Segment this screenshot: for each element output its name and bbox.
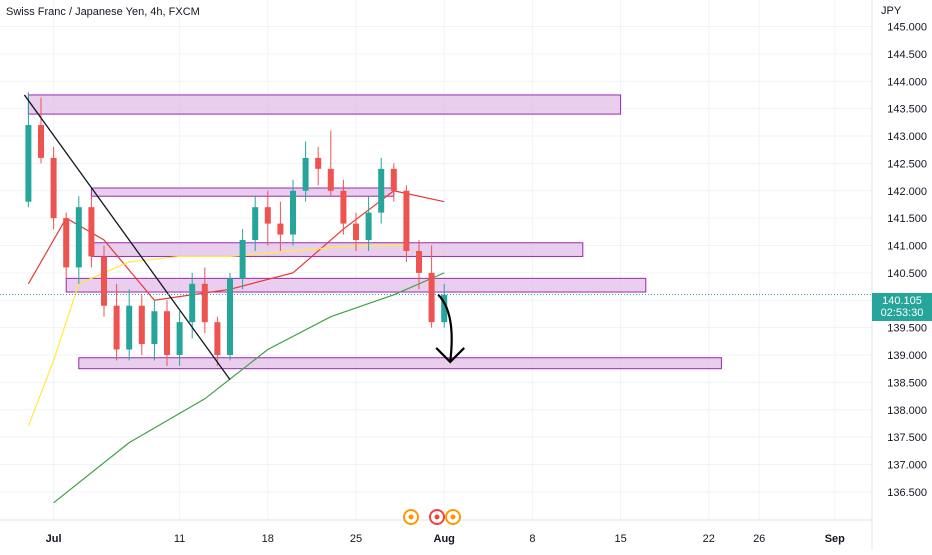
- candle-body: [164, 311, 170, 355]
- candle-body: [50, 157, 57, 219]
- candle-body: [315, 157, 322, 169]
- y-tick-label: 143.000: [887, 131, 927, 143]
- candle-body: [277, 223, 284, 235]
- candle-body: [75, 207, 82, 268]
- y-tick-label: 140.500: [887, 268, 927, 280]
- event-marker-dot: [450, 514, 456, 520]
- moving-average-line: [53, 272, 445, 504]
- x-tick-label: 18: [262, 533, 274, 545]
- x-tick-label: 11: [174, 533, 185, 545]
- y-tick-label: 137.000: [887, 460, 927, 472]
- candle-body: [264, 207, 271, 224]
- x-tick-label: Sep: [825, 533, 845, 545]
- down-arrow-head: [435, 347, 465, 364]
- y-tick-label: 139.000: [887, 350, 927, 362]
- candle-body: [101, 256, 107, 306]
- zone-rect: [78, 357, 722, 370]
- candle-body: [416, 250, 422, 273]
- candle-body: [214, 322, 221, 355]
- event-marker-dot: [408, 514, 414, 520]
- candle-body: [227, 278, 233, 355]
- x-tick-label: 26: [753, 533, 765, 545]
- y-tick-label: 144.500: [887, 49, 927, 61]
- candle-body: [138, 305, 145, 345]
- x-tick-label: 15: [614, 533, 626, 545]
- candle-body: [327, 168, 334, 191]
- candle-body: [378, 168, 385, 213]
- candle-body: [290, 190, 296, 235]
- candle-body: [441, 294, 448, 323]
- down-arrow-shaft: [437, 293, 453, 363]
- candle-body: [302, 157, 309, 191]
- moving-average-line: [27, 244, 407, 427]
- candle-body: [38, 125, 44, 158]
- y-tick-label: 141.000: [887, 241, 927, 253]
- candle-body: [25, 125, 32, 202]
- y-tick-label: 142.000: [887, 186, 927, 198]
- y-tick-label: 136.500: [887, 487, 927, 499]
- candle-body: [201, 283, 208, 323]
- candle-body: [252, 207, 259, 241]
- candle-body: [353, 223, 359, 241]
- current-price-value: 140.105: [882, 295, 922, 307]
- currency-label: JPY: [881, 5, 902, 17]
- candle-body: [403, 190, 410, 251]
- y-tick-label: 144.000: [887, 76, 927, 88]
- x-tick-label: 8: [529, 533, 535, 545]
- candle-body: [239, 240, 246, 279]
- y-tick-label: 138.500: [887, 377, 927, 389]
- zone-rect: [90, 242, 584, 257]
- current-price-tag: 140.105 02:53:30: [872, 293, 932, 321]
- candle-body: [365, 212, 372, 241]
- x-tick-label: Jul: [46, 533, 62, 545]
- candle-body: [151, 311, 158, 345]
- x-tick-label: 22: [703, 533, 715, 545]
- candle-body: [340, 190, 347, 224]
- x-tick-label: 25: [350, 533, 362, 545]
- zone-rect: [90, 187, 395, 197]
- candle-body: [390, 168, 397, 191]
- y-tick-label: 137.500: [887, 432, 927, 444]
- y-tick-label: 145.000: [887, 22, 927, 34]
- y-tick-label: 138.000: [887, 405, 927, 417]
- candle-body: [113, 305, 120, 350]
- candle-body: [428, 272, 435, 323]
- trendline: [23, 94, 231, 381]
- candle-body: [176, 322, 183, 355]
- y-tick-label: 142.500: [887, 158, 927, 170]
- candle-body: [63, 218, 70, 268]
- event-marker-dot: [434, 514, 440, 520]
- x-tick-label: Aug: [434, 533, 455, 545]
- candle-body: [126, 305, 133, 350]
- y-tick-label: 143.500: [887, 104, 927, 116]
- chart-title: Swiss Franc / Japanese Yen, 4h, FXCM: [6, 6, 200, 18]
- zone-rect: [27, 94, 622, 115]
- candle-body: [189, 283, 196, 323]
- zone-rect: [65, 277, 647, 293]
- bar-countdown: 02:53:30: [880, 307, 924, 319]
- candle-body: [88, 207, 95, 257]
- y-tick-label: 141.500: [887, 213, 927, 225]
- y-tick-label: 139.500: [887, 323, 927, 335]
